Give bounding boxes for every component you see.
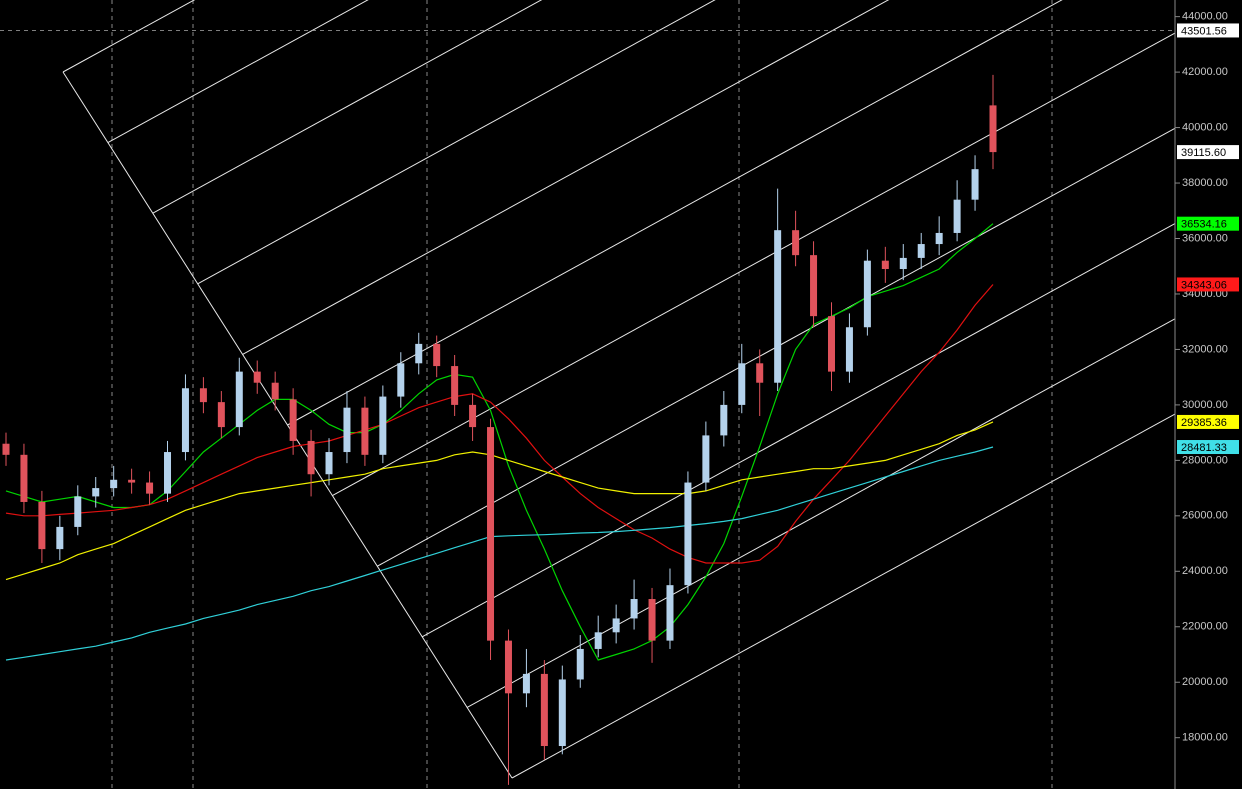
candle-body <box>684 482 692 586</box>
candle-body <box>307 440 315 475</box>
y-tick-label: 28000.00 <box>1182 454 1228 466</box>
price-box-label: 39115.60 <box>1181 147 1226 159</box>
candle-body <box>397 363 405 397</box>
candle-body <box>756 363 764 383</box>
candle-body <box>810 255 818 317</box>
price-box <box>1177 145 1239 160</box>
candle-body <box>792 230 800 256</box>
candle-body <box>953 199 961 233</box>
moving-average-line <box>5 421 994 581</box>
channel-line <box>107 0 369 144</box>
y-tick-label: 36000.00 <box>1182 232 1228 244</box>
candle-body <box>845 327 853 372</box>
candle-body <box>343 407 351 453</box>
y-tick-label: 32000.00 <box>1182 343 1228 355</box>
candle-body <box>935 232 943 245</box>
candle-body <box>971 169 979 200</box>
y-tick-label: 24000.00 <box>1182 565 1228 577</box>
candle-body <box>522 673 530 694</box>
channel-line <box>511 413 1175 779</box>
moving-average-line <box>5 284 994 564</box>
candle-body <box>989 105 997 153</box>
candle-body <box>217 402 225 428</box>
price-box-label: 43501.56 <box>1181 25 1227 37</box>
y-tick-label: 40000.00 <box>1182 121 1228 133</box>
y-tick-label: 26000.00 <box>1182 510 1228 522</box>
candle-body <box>92 488 100 497</box>
candle-body <box>702 435 710 483</box>
candle-body <box>38 501 46 550</box>
y-tick-label: 22000.00 <box>1182 621 1228 633</box>
moving-average-line <box>5 446 994 661</box>
candle-body <box>128 479 136 483</box>
price-box-label: 28481.33 <box>1181 442 1227 454</box>
candle-body <box>917 244 925 258</box>
candle-body <box>774 230 782 383</box>
channel-line <box>197 0 716 285</box>
candle-body <box>881 260 889 270</box>
candle-body <box>827 316 835 372</box>
candle-body <box>738 363 746 405</box>
candle-body <box>74 496 82 527</box>
channel-line <box>466 318 1175 708</box>
candle-body <box>899 257 907 270</box>
candle-body <box>451 366 459 405</box>
candle-body <box>20 454 28 502</box>
candle-body <box>666 585 674 641</box>
price-box-label: 34343.06 <box>1181 279 1227 291</box>
y-tick-label: 44000.00 <box>1182 11 1228 23</box>
candle-body <box>594 632 602 649</box>
candle-body <box>540 673 548 747</box>
candle-body <box>2 443 10 455</box>
candle-body <box>433 343 441 367</box>
price-box <box>1177 277 1239 292</box>
candle-body <box>199 388 207 403</box>
y-tick-label: 20000.00 <box>1182 676 1228 688</box>
candle-body <box>271 382 279 400</box>
candle-body <box>379 396 387 455</box>
y-tick-label: 18000.00 <box>1182 732 1228 744</box>
candle-body <box>863 260 871 328</box>
candle-body <box>289 399 297 441</box>
channel-line <box>152 0 543 214</box>
candle-body <box>630 599 638 619</box>
price-axis: 18000.00 20000.00 22000.00 24000.00 26000.00… <box>1175 11 1239 744</box>
y-tick-label: 42000.00 <box>1182 66 1228 78</box>
plot-area <box>0 30 1175 785</box>
candle-body <box>164 452 172 494</box>
candle-body <box>146 482 154 494</box>
price-box-label: 29385.36 <box>1181 417 1227 429</box>
channel-line <box>421 223 1175 638</box>
candle-body <box>720 404 728 436</box>
candle-body <box>110 479 118 489</box>
candle-body <box>253 371 261 383</box>
candle-body <box>487 427 495 641</box>
candle-body <box>469 404 477 428</box>
candle-body <box>504 640 512 694</box>
candle-body <box>558 679 566 747</box>
price-box <box>1177 23 1239 38</box>
channel-line <box>287 0 1063 426</box>
candle-body <box>648 599 656 641</box>
price-box <box>1177 440 1239 455</box>
candle-body <box>576 648 584 680</box>
y-tick-label: 30000.00 <box>1182 399 1228 411</box>
price-box <box>1177 216 1239 231</box>
price-box-label: 36534.16 <box>1181 219 1227 231</box>
channel-line <box>242 0 890 355</box>
candle-body <box>325 452 333 475</box>
candle-body <box>235 371 243 428</box>
candle-body <box>56 526 64 550</box>
candle-body <box>361 407 369 455</box>
price-box <box>1177 414 1239 429</box>
candle-body <box>181 388 189 453</box>
y-tick-label: 38000.00 <box>1182 177 1228 189</box>
candle-body <box>415 343 423 364</box>
candle-body <box>612 618 620 633</box>
